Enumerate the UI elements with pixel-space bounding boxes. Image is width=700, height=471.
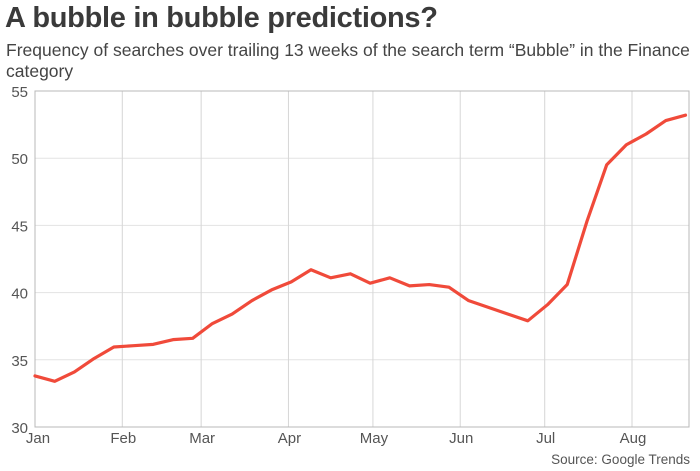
chart-subtitle: Frequency of searches over trailing 13 w… xyxy=(6,40,690,81)
x-tick-label: Aug xyxy=(620,430,647,447)
y-tick-label: 45 xyxy=(11,218,28,235)
x-tick-label: Feb xyxy=(110,430,136,447)
plot-frame xyxy=(34,90,690,428)
y-tick-label: 30 xyxy=(11,420,28,437)
y-tick-label: 35 xyxy=(11,353,28,370)
x-tick-label: Apr xyxy=(278,430,301,447)
series-line xyxy=(33,113,688,383)
chart-title: A bubble in bubble predictions? xyxy=(5,2,438,34)
x-tick-label: Jul xyxy=(536,430,555,447)
x-tick-label: Jun xyxy=(449,430,473,447)
x-tick-label: Mar xyxy=(189,430,215,447)
x-tick-label: Jan xyxy=(26,430,50,447)
y-tick-label: 55 xyxy=(11,84,28,101)
source-note: Source: Google Trends xyxy=(551,452,690,467)
y-tick-label: 50 xyxy=(11,151,28,168)
y-tick-label: 40 xyxy=(11,286,28,303)
x-tick-label: May xyxy=(360,430,389,447)
